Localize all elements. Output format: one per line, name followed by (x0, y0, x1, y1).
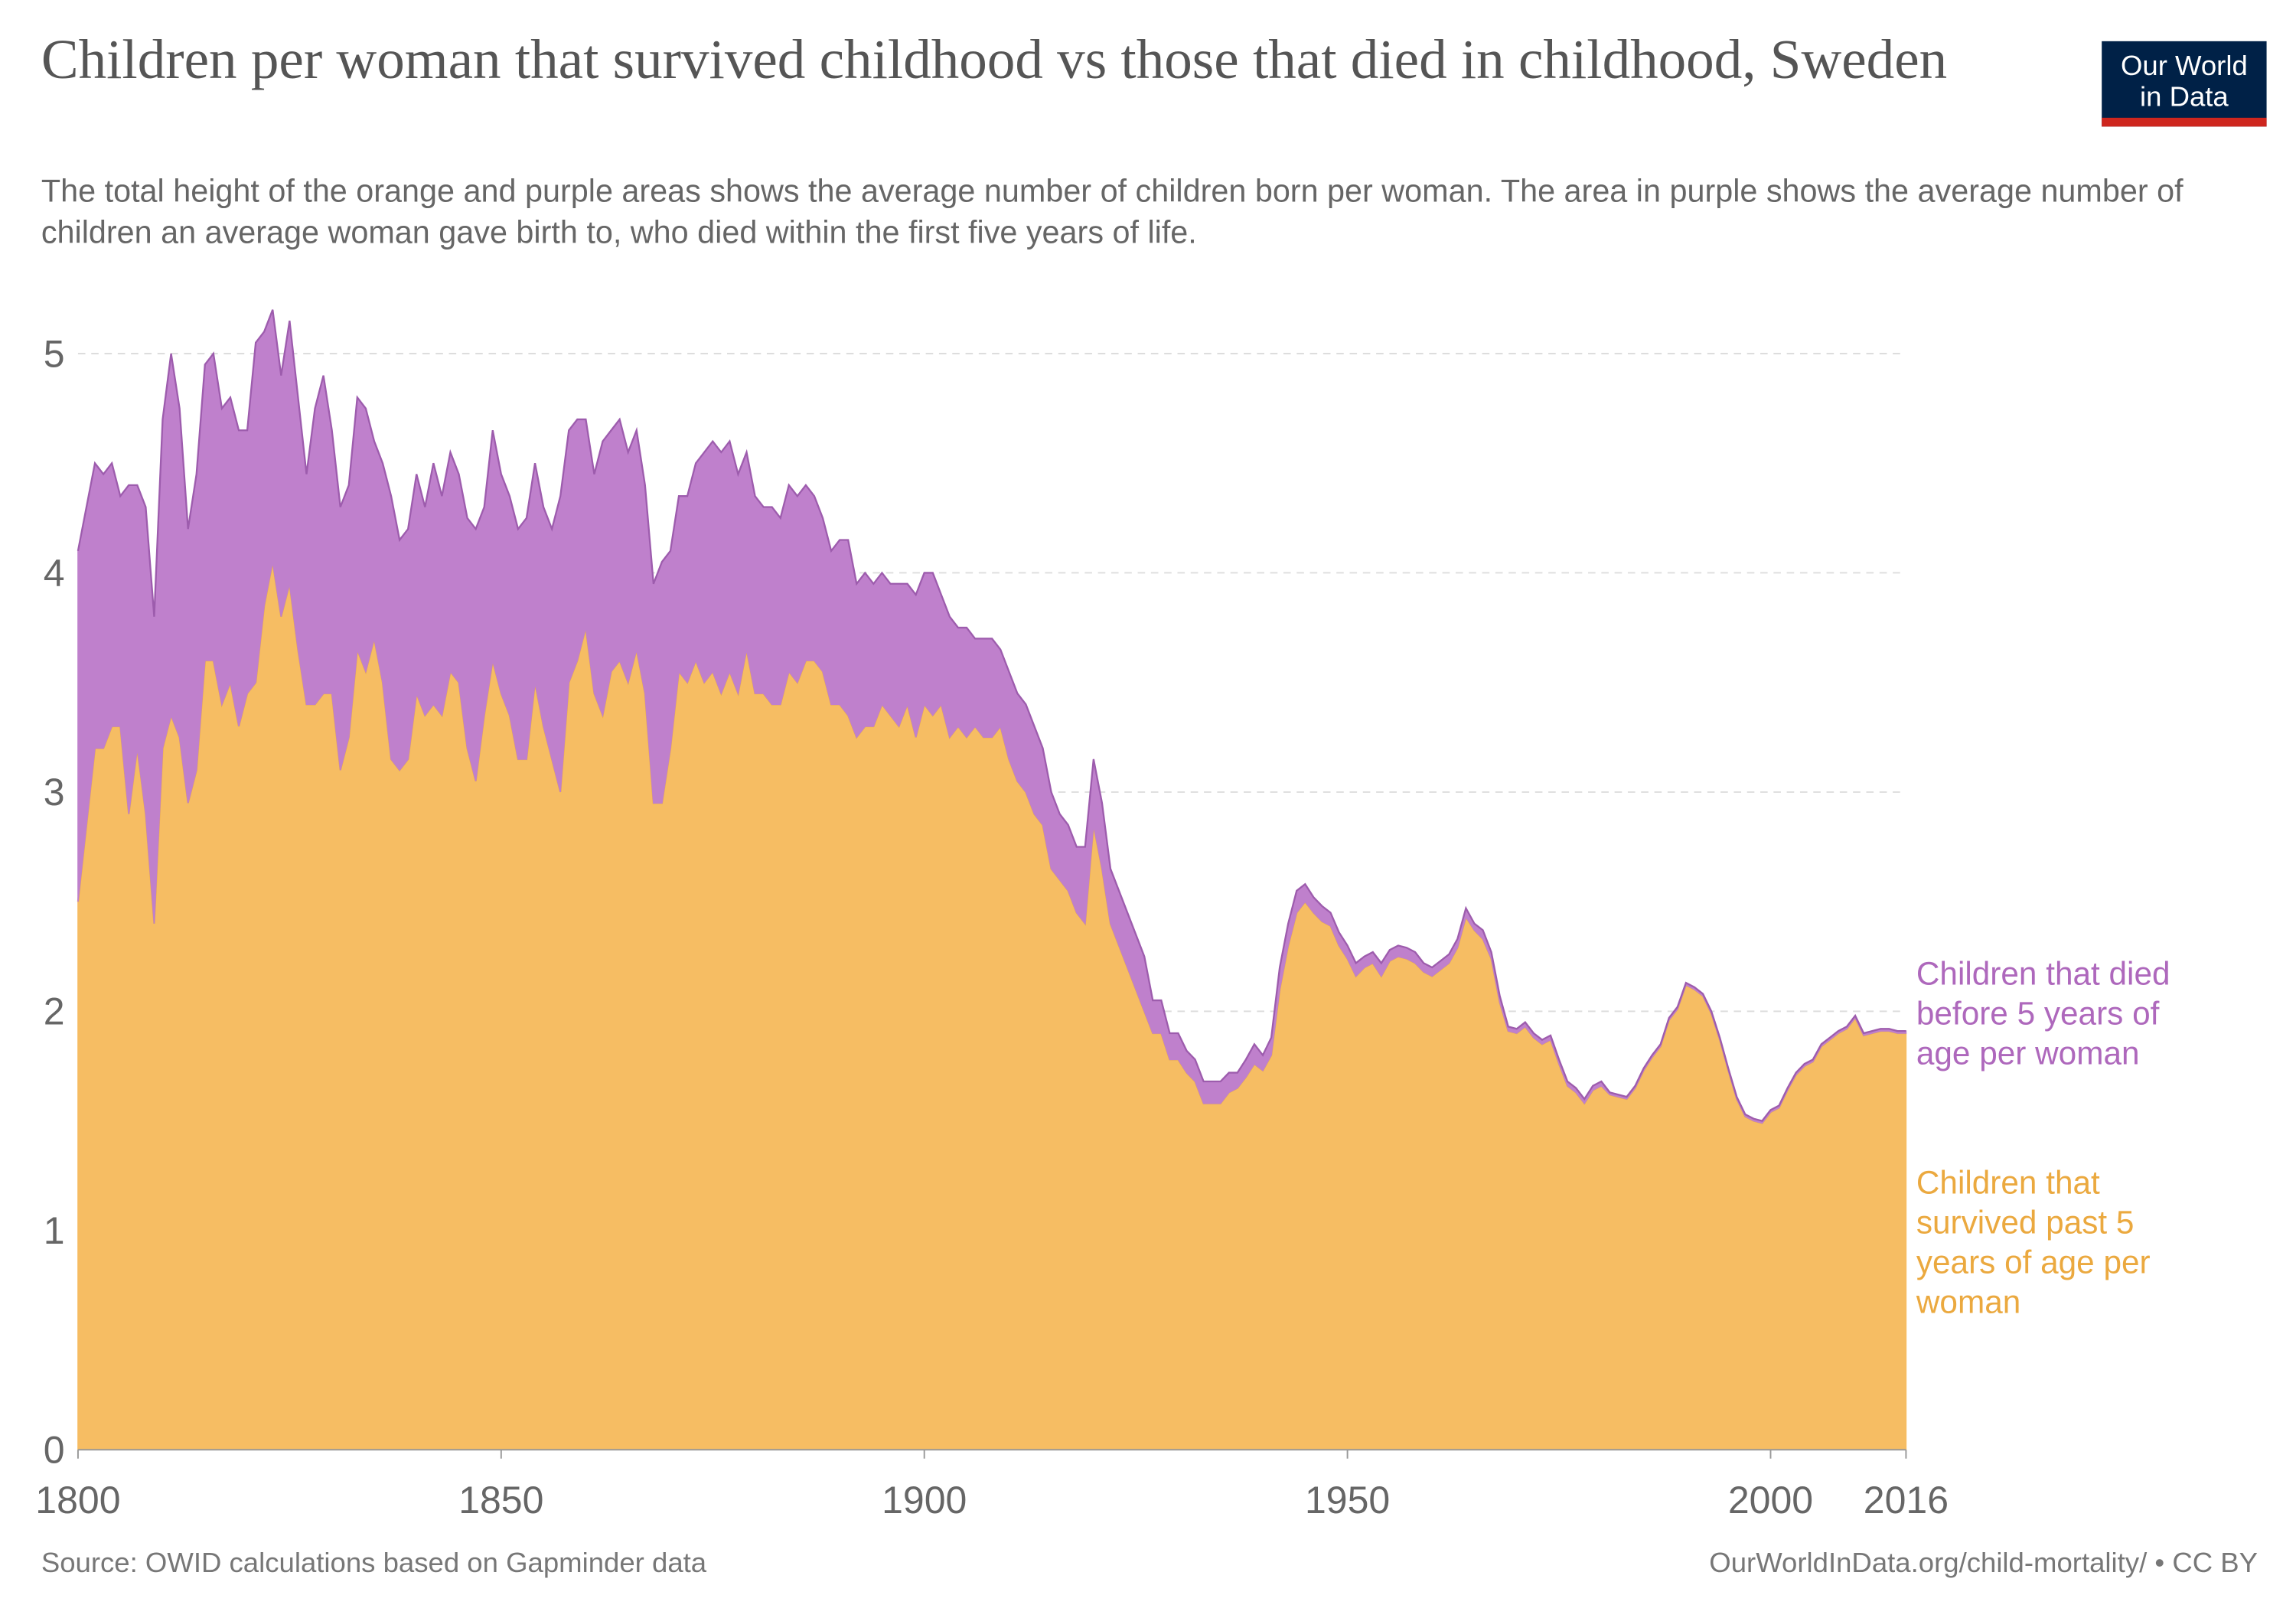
chart-title: Children per woman that survived childho… (41, 29, 1948, 92)
y-tick-label: 1 (44, 1209, 65, 1252)
x-tick-label: 2000 (1728, 1479, 1813, 1522)
legend-label[interactable]: Children that survived past 5 years of a… (1916, 1164, 2151, 1321)
x-tick-label: 1850 (458, 1479, 543, 1522)
x-tick-label: 1900 (882, 1479, 967, 1522)
y-tick-label: 0 (44, 1429, 65, 1472)
logo-text: Our World in Data (2120, 51, 2248, 114)
y-tick-label: 3 (44, 771, 65, 814)
y-tick-label: 5 (44, 332, 65, 375)
chart-subtitle: The total height of the orange and purpl… (41, 173, 2183, 250)
y-tick-label: 2 (44, 990, 65, 1033)
source-note: Source: OWID calculations based on Gapmi… (41, 1548, 707, 1580)
source-link[interactable]: OurWorldInData.org/child-mortality/ • CC… (1709, 1548, 2258, 1580)
x-tick-label: 1950 (1305, 1479, 1390, 1522)
y-tick-label: 4 (44, 552, 65, 595)
logo[interactable]: Our World in Data (2102, 41, 2267, 127)
x-tick-label: 2016 (1864, 1479, 1949, 1522)
x-tick-label: 1800 (35, 1479, 120, 1522)
area-edge (77, 309, 1906, 1122)
legend-label[interactable]: Children that died before 5 years of age… (1916, 955, 2170, 1072)
